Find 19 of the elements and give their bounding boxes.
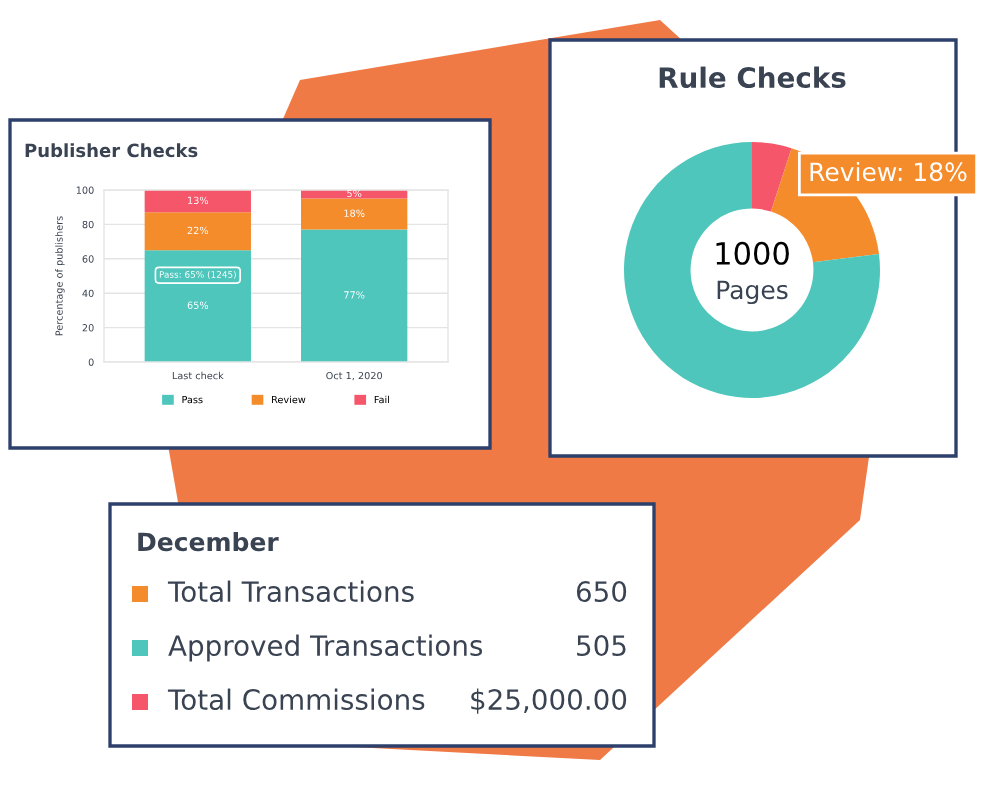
donut-slice — [752, 142, 792, 212]
text: 505 — [577, 635, 626, 657]
bar — [301, 198, 408, 230]
bar — [144, 250, 251, 362]
bar — [144, 212, 251, 251]
chart-title: Rule Checks — [659, 66, 846, 89]
bar — [301, 190, 408, 199]
text: Approved Transactions — [168, 634, 483, 662]
text: Review: 18% — [810, 161, 967, 182]
text: Pages — [717, 280, 788, 305]
chart-title: Publisher Checks — [25, 143, 198, 158]
text: Total Transactions — [167, 580, 414, 603]
text: 1000 — [716, 241, 789, 265]
text: December — [138, 531, 279, 552]
text: 650 — [576, 581, 627, 603]
bar — [301, 229, 408, 362]
text: Total Commissions — [167, 688, 425, 711]
text: $25,000.00 — [471, 688, 627, 714]
bar — [144, 190, 251, 213]
